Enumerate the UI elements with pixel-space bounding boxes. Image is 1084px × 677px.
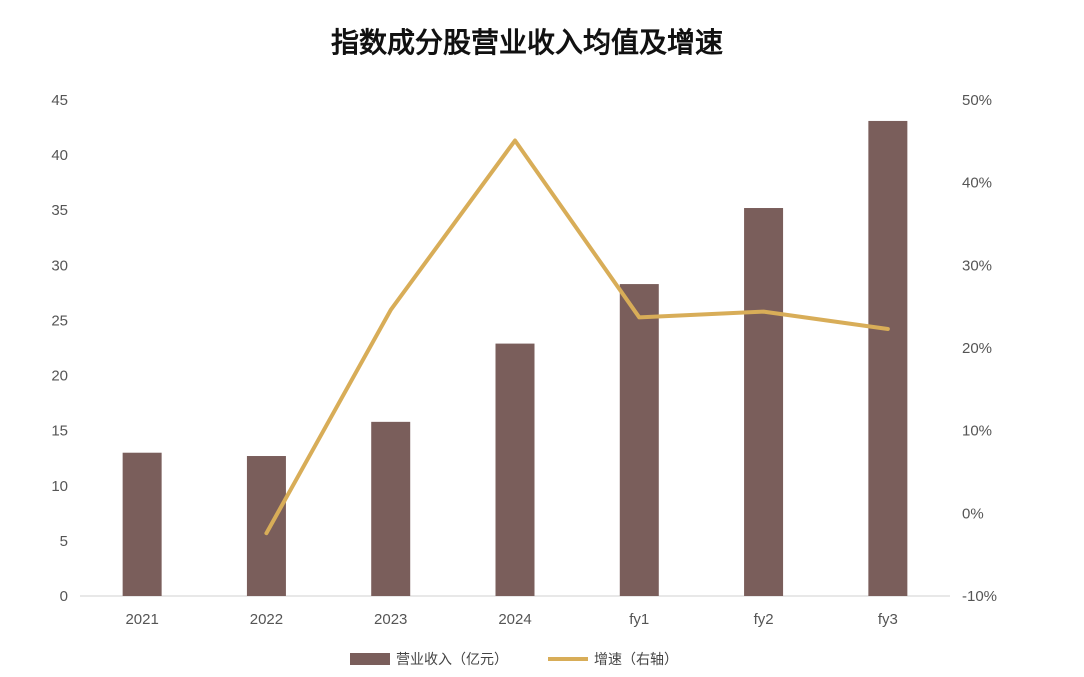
right-tick-label: 50%	[962, 92, 992, 109]
right-axis-ticks: -10% 0% 10% 20% 30% 40% 50%	[962, 92, 997, 605]
left-tick-label: 0	[60, 588, 68, 605]
bar-series	[122, 120, 908, 597]
legend-label-revenue: 营业收入（亿元）	[396, 652, 508, 668]
legend-label-growth: 增速（右轴）	[594, 652, 678, 668]
x-tick-label: fy2	[754, 611, 774, 628]
left-tick-label: 40	[51, 147, 68, 164]
x-tick-label: fy1	[629, 611, 649, 628]
revenue-bar	[495, 343, 535, 596]
left-tick-label: 45	[51, 92, 68, 109]
left-tick-label: 5	[60, 533, 68, 550]
right-tick-label: 10%	[962, 423, 992, 440]
revenue-bar	[371, 421, 411, 596]
x-axis-ticks: 2021 2022 2023 2024 fy1 fy2 fy3	[125, 611, 897, 628]
right-tick-label: 20%	[962, 340, 992, 357]
left-tick-label: 30	[51, 257, 68, 274]
x-tick-label: 2021	[125, 611, 158, 628]
x-tick-label: fy3	[878, 611, 898, 628]
left-tick-label: 25	[51, 312, 68, 329]
right-tick-label: 0%	[962, 505, 984, 522]
revenue-bar	[619, 284, 659, 596]
legend-swatch-revenue	[350, 653, 390, 665]
growth-line	[264, 138, 890, 536]
right-tick-label: 30%	[962, 257, 992, 274]
x-tick-label: 2023	[374, 611, 407, 628]
revenue-bar	[246, 456, 286, 596]
chart-title: 指数成分股营业收入均值及增速	[331, 26, 723, 59]
left-tick-label: 35	[51, 202, 68, 219]
revenue-bar	[744, 208, 784, 597]
revenue-bar	[122, 452, 162, 596]
left-tick-label: 15	[51, 423, 68, 440]
line-series	[264, 138, 890, 536]
legend: 营业收入（亿元） 增速（右轴）	[350, 652, 678, 668]
left-tick-label: 20	[51, 368, 68, 385]
x-tick-label: 2022	[250, 611, 283, 628]
left-tick-label: 10	[51, 478, 68, 495]
revenue-bar	[868, 120, 908, 596]
x-tick-label: 2024	[498, 611, 531, 628]
left-axis-ticks: 0 5 10 15 20 25 30 35 40 45	[51, 92, 68, 605]
right-tick-label: 40%	[962, 175, 992, 192]
right-tick-label: -10%	[962, 588, 997, 605]
